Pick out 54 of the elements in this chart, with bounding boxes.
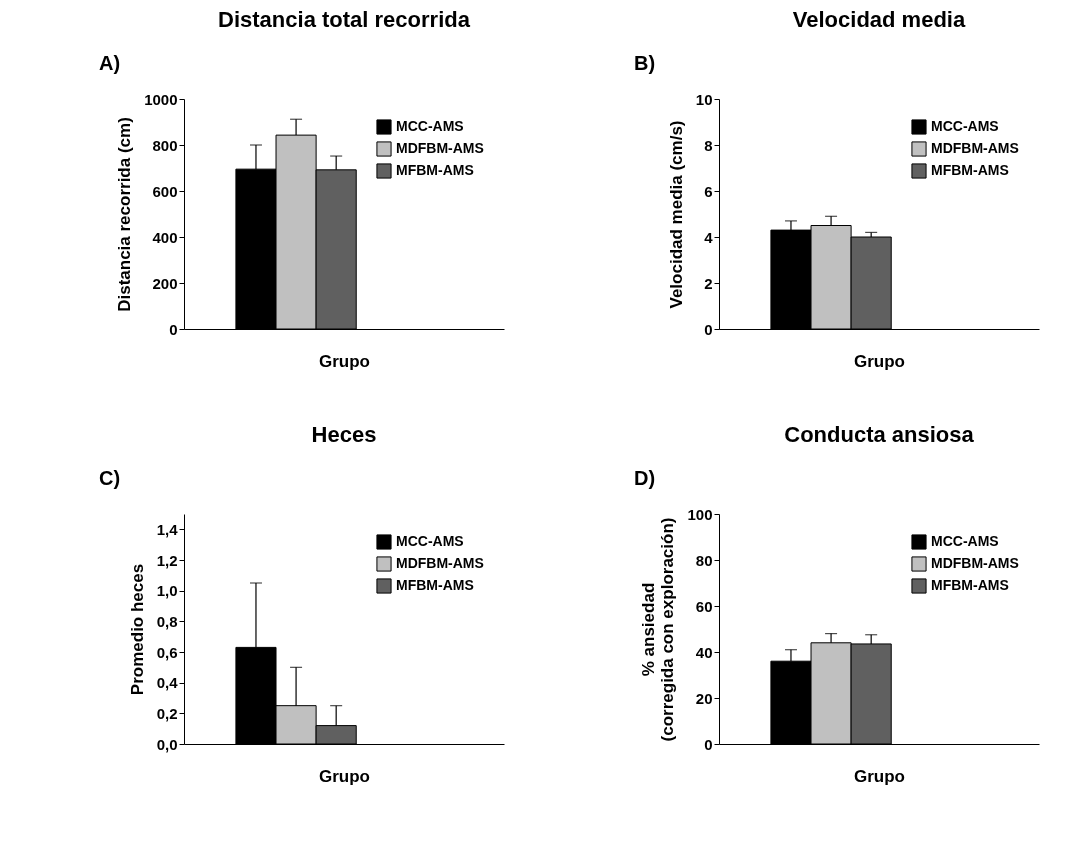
text: D) [634, 467, 656, 489]
chart-title: Distancia total recorrida [218, 7, 471, 32]
y-tick-label: 1,2 [156, 551, 178, 569]
x-axis-title: Grupo [854, 351, 905, 371]
legend-label: MFBM-AMS [931, 577, 1009, 593]
y-axis-title: Promedio heces [127, 563, 147, 696]
y-tick-label: 8 [704, 136, 713, 154]
legend-label: MCC-AMS [396, 533, 464, 549]
x-axis-title: Grupo [319, 766, 370, 786]
legend-label: MFBM-AMS [931, 162, 1009, 178]
y-tick-label: 40 [695, 643, 713, 661]
chart-title: Heces [311, 422, 377, 447]
legend-label: MFBM-AMS [396, 577, 474, 593]
chart-title: Velocidad media [792, 7, 966, 32]
text: B) [634, 52, 656, 74]
x-axis-title: Grupo [854, 766, 905, 786]
y-tick-label: 800 [152, 136, 178, 154]
y-tick-label: 6 [704, 182, 713, 200]
y-tick-label: 400 [152, 228, 178, 246]
legend-label: MDFBM-AMS [396, 140, 484, 156]
y-tick-label: 80 [695, 551, 713, 569]
y-tick-label: 60 [695, 597, 713, 615]
y-tick-label: 0,0 [156, 735, 178, 753]
y-tick-label: 0,4 [156, 674, 179, 692]
x-axis-title: Grupo [319, 351, 370, 371]
y-tick-label: 2 [704, 274, 713, 292]
legend-label: MFBM-AMS [396, 162, 474, 178]
y-tick-label: 20 [695, 689, 713, 707]
legend-label: MCC-AMS [396, 118, 464, 134]
y-tick-label: 0,8 [156, 612, 178, 630]
y-tick-label: 100 [687, 505, 713, 523]
y-tick-label: 0,2 [156, 704, 178, 722]
y-tick-label: 0 [704, 735, 713, 753]
text: A) [99, 52, 121, 74]
y-tick-label: 600 [152, 182, 178, 200]
legend-label: MDFBM-AMS [396, 555, 484, 571]
y-axis-title: Velocidad media (cm/s) [666, 120, 686, 309]
legend-label: MCC-AMS [931, 118, 999, 134]
y-tick-label: 4 [704, 228, 714, 246]
y-tick-label: 0 [704, 320, 713, 338]
legend-label: MDFBM-AMS [931, 555, 1019, 571]
y-tick-label: 1,4 [156, 520, 179, 538]
y-axis-title: Distancia recorrida (cm) [115, 117, 135, 312]
y-tick-label: 200 [152, 274, 178, 292]
y-tick-label: 1000 [144, 90, 178, 108]
y-tick-label: 0 [169, 320, 178, 338]
legend-label: MDFBM-AMS [931, 140, 1019, 156]
y-tick-label: 1,0 [156, 582, 178, 600]
y-axis-title: % ansiedad (corregida con exploración) [639, 517, 678, 742]
chart-title: Conducta ansiosa [784, 422, 975, 447]
legend-label: MCC-AMS [931, 533, 999, 549]
text: C) [99, 467, 121, 489]
y-tick-label: 0,6 [156, 643, 178, 661]
y-tick-label: 10 [695, 90, 713, 108]
